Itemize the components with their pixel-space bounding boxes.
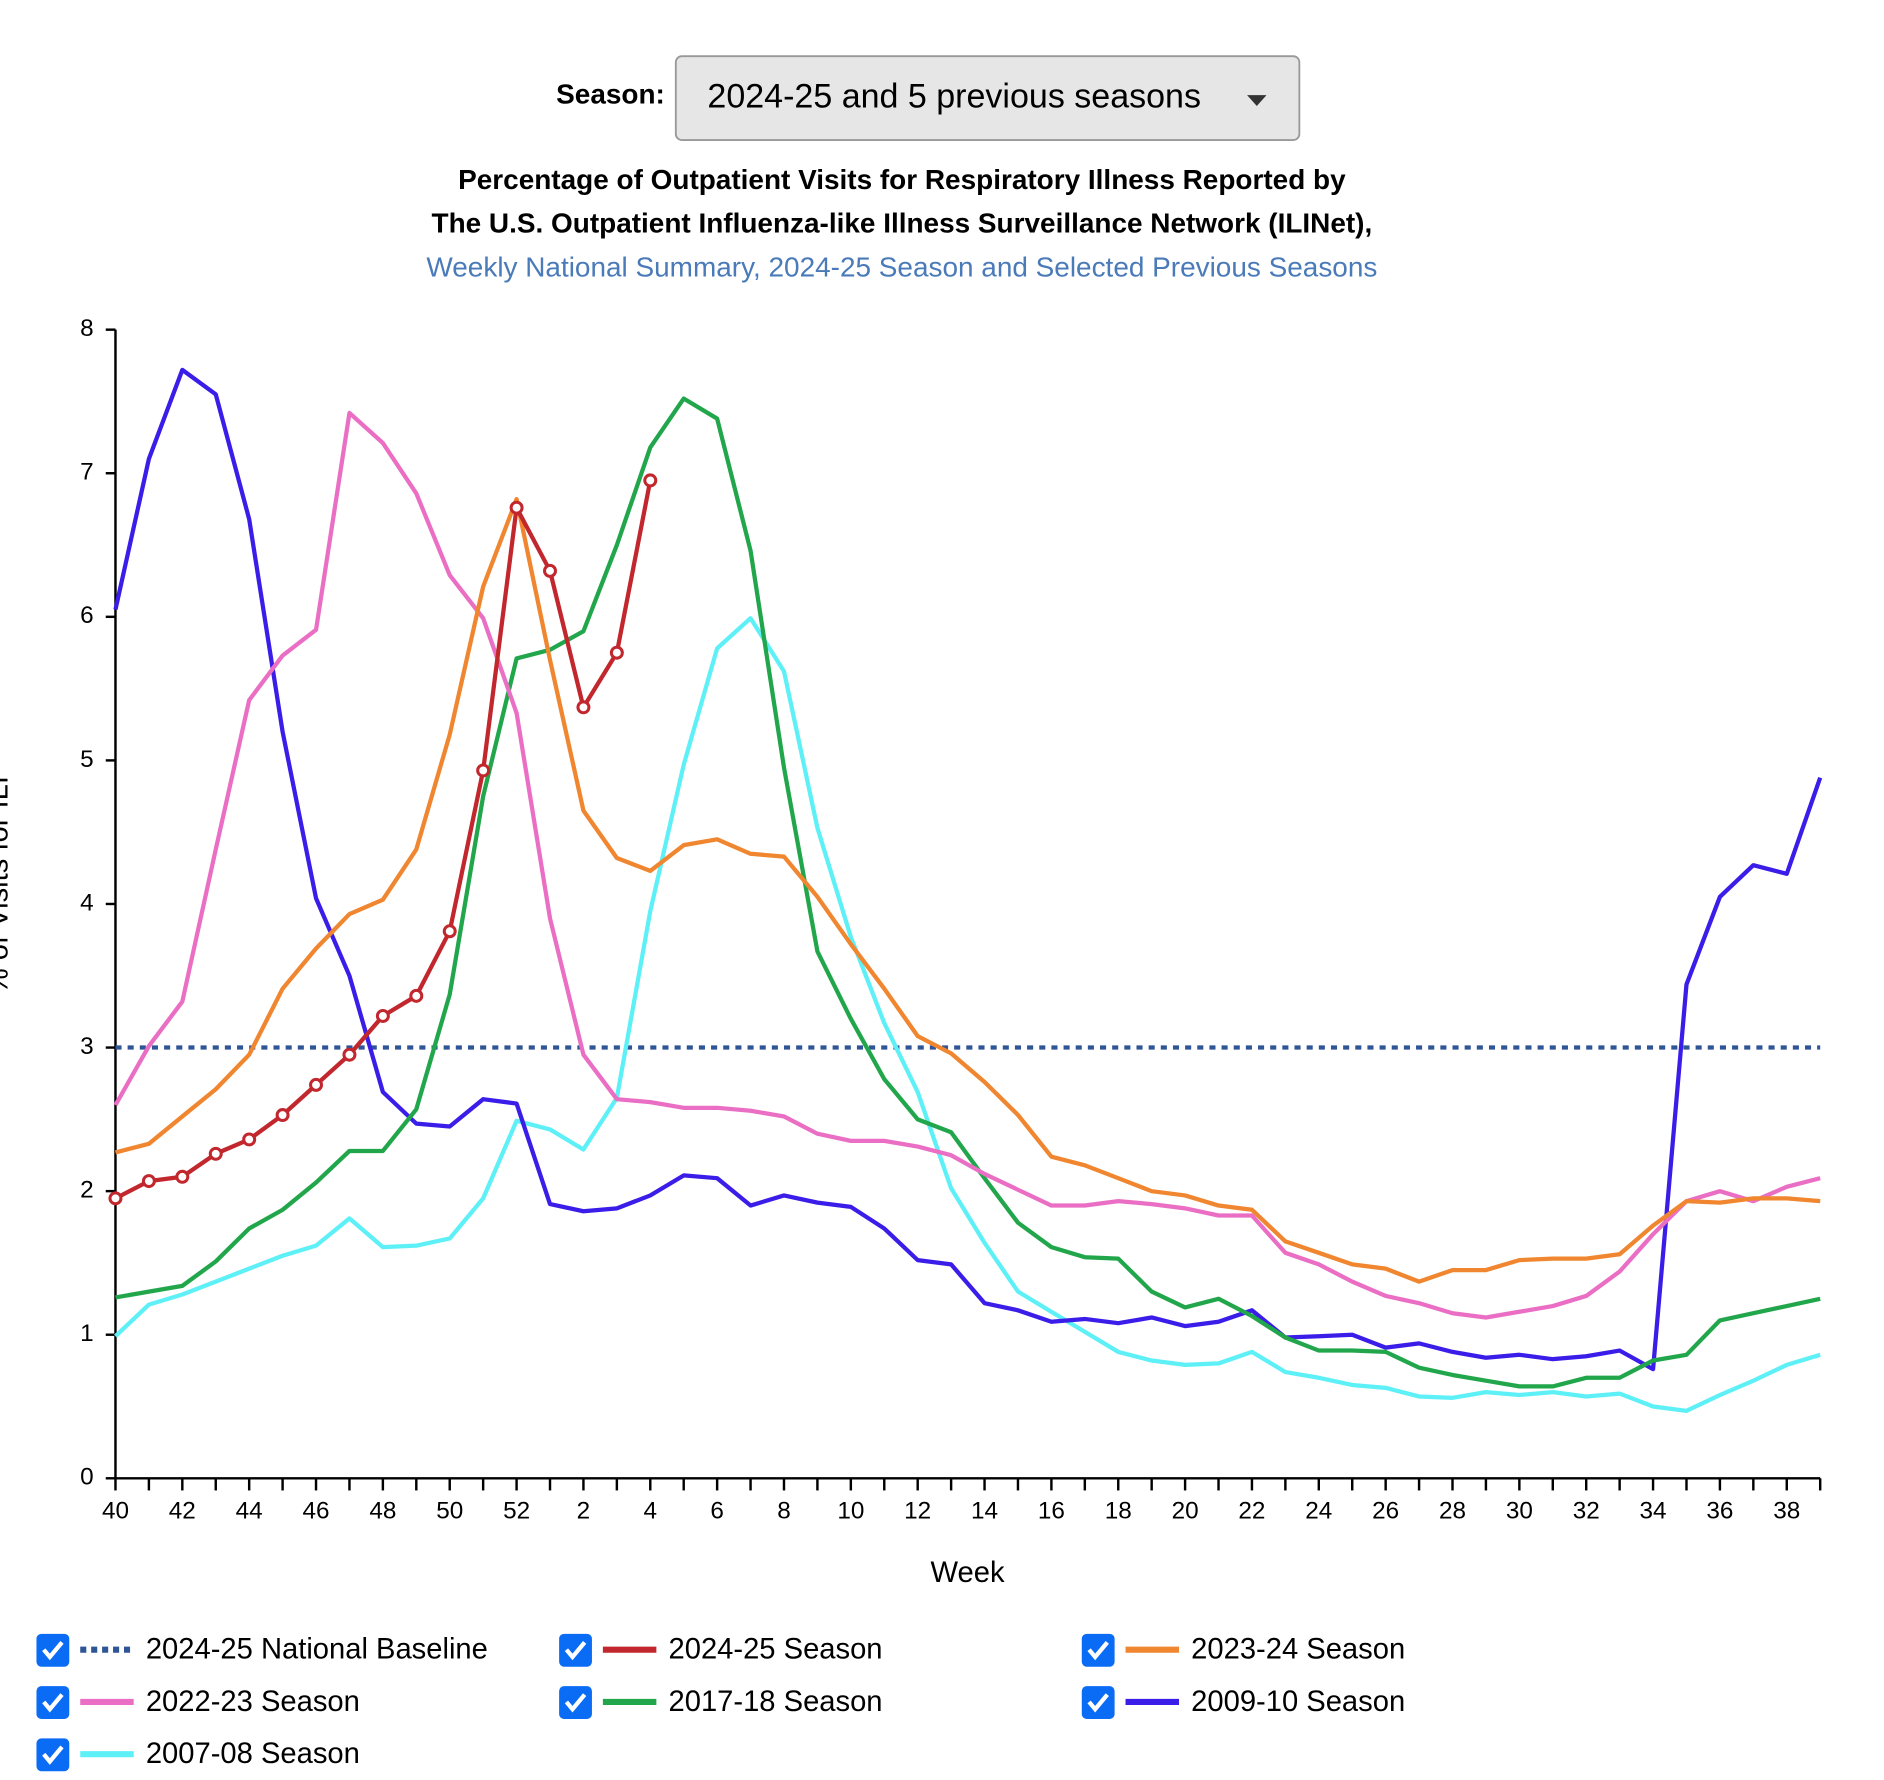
point-marker <box>342 1047 357 1062</box>
x-tick-label: 44 <box>236 1498 263 1525</box>
point-marker <box>108 1191 123 1206</box>
checkmark[interactable] <box>1087 1641 1109 1661</box>
checkmark[interactable] <box>42 1693 64 1713</box>
legend-item[interactable]: 2007-08 Season <box>36 1738 360 1772</box>
legend-item[interactable]: 2024-25 Season <box>559 1634 883 1667</box>
x-tick-label: 8 <box>777 1498 791 1525</box>
x-tick-label: 10 <box>837 1498 864 1525</box>
x-tick-label: 20 <box>1172 1498 1199 1525</box>
x-tick-label: 16 <box>1038 1498 1065 1525</box>
legend-label[interactable]: 2023-24 Season <box>1191 1634 1405 1666</box>
x-tick-label: 34 <box>1640 1498 1667 1525</box>
dropdown-caret[interactable] <box>1247 95 1267 107</box>
x-tick-label: 36 <box>1706 1498 1733 1525</box>
legend-item[interactable]: 2023-24 Season <box>1081 1634 1405 1667</box>
point-marker <box>275 1108 290 1123</box>
legend-label[interactable]: 2022-23 Season <box>146 1686 360 1718</box>
legend-label[interactable]: 2009-10 Season <box>1191 1686 1405 1718</box>
chart-title-line2: The U.S. Outpatient Influenza-like Illne… <box>432 208 1373 239</box>
point-marker <box>609 645 624 660</box>
point-marker <box>208 1146 223 1161</box>
x-tick-label: 12 <box>904 1498 931 1525</box>
point-marker <box>476 763 491 778</box>
dropdown-box[interactable] <box>674 55 1301 141</box>
legend-item[interactable]: 2009-10 Season <box>1081 1686 1405 1719</box>
dropdown-value[interactable]: 2024-25 and 5 previous seasons <box>707 78 1201 116</box>
chart-title: Percentage of Outpatient Visits for Resp… <box>458 164 1346 195</box>
x-tick-label: 48 <box>369 1498 396 1525</box>
y-tick-label: 5 <box>80 746 94 773</box>
x-tick-label: 24 <box>1305 1498 1332 1525</box>
point-marker <box>643 473 658 488</box>
x-tick-label: 42 <box>169 1498 196 1525</box>
x-tick-label: 50 <box>436 1498 463 1525</box>
x-tick-label: 40 <box>102 1498 129 1525</box>
y-tick-label: 4 <box>80 889 94 916</box>
chart-subtitle: Weekly National Summary, 2024-25 Season … <box>426 251 1377 282</box>
point-marker <box>242 1132 257 1147</box>
x-tick-label: 28 <box>1439 1498 1466 1525</box>
point-marker <box>576 700 591 715</box>
x-tick-label: 18 <box>1105 1498 1132 1525</box>
legend-item[interactable]: 2024-25 National Baseline <box>36 1634 488 1667</box>
checkmark[interactable] <box>42 1641 64 1661</box>
point-marker <box>141 1174 156 1189</box>
season-label: Season: <box>556 79 665 110</box>
legend-label[interactable]: 2017-18 Season <box>669 1686 883 1718</box>
point-marker <box>175 1169 190 1184</box>
x-tick-label: 2 <box>577 1498 591 1525</box>
x-tick-label: 22 <box>1238 1498 1265 1525</box>
checkmark[interactable] <box>42 1745 64 1765</box>
y-axis-label: % of Visits for ILI <box>0 776 15 994</box>
season-dropdown[interactable]: 2024-25 and 5 previous seasons <box>674 55 1301 141</box>
series-line <box>113 410 1821 1320</box>
series-line <box>115 396 1821 1389</box>
checkmark[interactable] <box>1087 1693 1109 1713</box>
point-marker <box>375 1008 390 1023</box>
point-marker <box>442 924 457 939</box>
legend-label[interactable]: 2024-25 National Baseline <box>146 1634 488 1666</box>
y-tick-label: 0 <box>80 1464 94 1491</box>
x-tick-label: 38 <box>1773 1498 1800 1525</box>
legend-label[interactable]: 2007-08 Season <box>146 1738 360 1770</box>
legend-item[interactable]: 2022-23 Season <box>36 1686 360 1719</box>
legend-item[interactable]: 2017-18 Season <box>559 1686 883 1719</box>
y-tick-label: 7 <box>80 459 94 486</box>
x-tick-label: 52 <box>503 1498 530 1525</box>
series-line <box>113 367 1823 1372</box>
point-marker <box>409 988 424 1003</box>
y-tick-label: 8 <box>80 315 94 342</box>
x-tick-label: 30 <box>1506 1498 1533 1525</box>
y-tick-label: 3 <box>80 1033 94 1060</box>
x-tick-label: 26 <box>1372 1498 1399 1525</box>
y-tick-label: 1 <box>80 1320 94 1347</box>
x-tick-label: 6 <box>710 1498 724 1525</box>
point-marker <box>509 500 524 515</box>
point-marker <box>309 1077 324 1092</box>
checkmark[interactable] <box>564 1693 587 1713</box>
x-axis-label: Week <box>931 1557 1005 1589</box>
point-marker <box>543 563 557 578</box>
x-tick-label: 14 <box>971 1498 998 1525</box>
checkmark[interactable] <box>564 1641 587 1661</box>
y-tick-label: 6 <box>80 602 94 629</box>
x-tick-label: 4 <box>644 1498 658 1525</box>
legend-label[interactable]: 2024-25 Season <box>669 1634 883 1666</box>
series-line <box>114 616 1821 1413</box>
series-line <box>114 496 1821 1284</box>
x-tick-label: 46 <box>303 1498 330 1525</box>
y-tick-label: 2 <box>80 1177 94 1204</box>
x-tick-label: 32 <box>1573 1498 1600 1525</box>
